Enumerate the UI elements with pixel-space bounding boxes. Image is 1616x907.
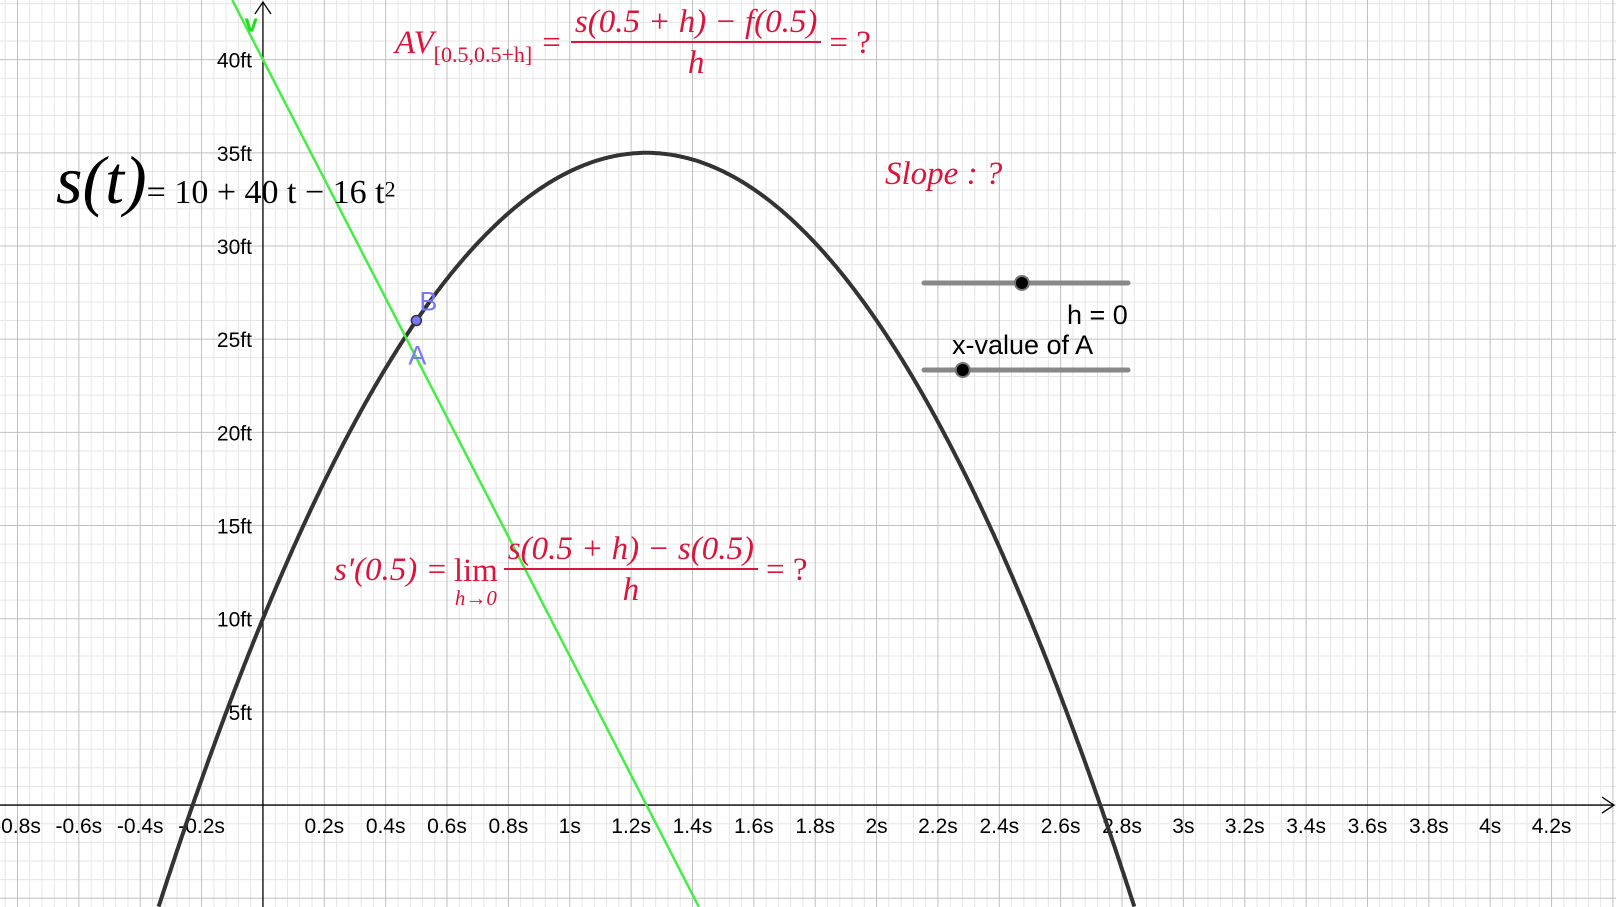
av-numerator: s(0.5 + h) − f(0.5) bbox=[570, 6, 822, 43]
av-equals: = bbox=[542, 24, 561, 61]
x-tick-label: 3.6s bbox=[1348, 815, 1388, 838]
y-tick-label: 25ft bbox=[217, 329, 252, 352]
av-fraction: s(0.5 + h) − f(0.5) h bbox=[570, 6, 822, 81]
x-tick-label: 1s bbox=[559, 815, 581, 838]
y-tick-label: 40ft bbox=[217, 50, 252, 73]
derivative-result: = ? bbox=[766, 551, 808, 588]
limit: lim h→0 bbox=[454, 555, 498, 609]
limit-subscript: h→0 bbox=[454, 586, 497, 610]
x-tick-label: 1.2s bbox=[611, 815, 651, 838]
limit-label: lim bbox=[453, 553, 498, 589]
function-s-curve[interactable] bbox=[156, 150, 1137, 907]
x-tick-label: 0.4s bbox=[366, 815, 406, 838]
x-tick-label: 2s bbox=[865, 815, 887, 838]
slope-text: Slope : ? bbox=[885, 156, 1003, 192]
derivative-numerator: s(0.5 + h) − s(0.5) bbox=[503, 533, 759, 570]
y-tick-label: 15ft bbox=[217, 516, 252, 539]
x-tick-label: 3.4s bbox=[1286, 815, 1326, 838]
av-denominator: h bbox=[687, 45, 705, 81]
function-exponent: 2 bbox=[384, 176, 396, 202]
y-tick-label: 35ft bbox=[217, 143, 252, 166]
average-velocity-formula: AV [0.5,0.5+h] = s(0.5 + h) − f(0.5) h = ? bbox=[395, 6, 871, 80]
x-tick-label: -0.8s bbox=[0, 815, 41, 838]
slider-knob-h[interactable] bbox=[1013, 275, 1030, 291]
derivative-fraction: s(0.5 + h) − s(0.5) h bbox=[503, 533, 759, 608]
av-subscript: [0.5,0.5+h] bbox=[433, 42, 533, 67]
slider-knob-x-value[interactable] bbox=[954, 362, 971, 378]
derivative-lhs: s′(0.5) = bbox=[334, 551, 448, 588]
y-tick-label: 20ft bbox=[217, 422, 252, 445]
x-tick-label: 3s bbox=[1172, 815, 1194, 838]
point-a-label: A bbox=[408, 341, 426, 371]
x-tick-label: 4.2s bbox=[1532, 815, 1572, 838]
line-v-label: v bbox=[245, 11, 259, 38]
sliders[interactable] bbox=[921, 275, 1131, 378]
x-tick-label: 0.2s bbox=[304, 815, 344, 838]
slider-h-label: h = 0 bbox=[1067, 300, 1128, 330]
y-tick-label: 30ft bbox=[217, 236, 252, 259]
x-tick-label: 2.6s bbox=[1041, 815, 1081, 838]
x-tick-label: 4s bbox=[1479, 815, 1501, 838]
function-definition: s(t)= 10 + 40 t − 16 t2 bbox=[56, 146, 396, 214]
x-tick-label: 2.2s bbox=[918, 815, 958, 838]
x-tick-label: 2.8s bbox=[1102, 815, 1142, 838]
derivative-denominator: h bbox=[622, 572, 640, 608]
x-tick-label: 3.8s bbox=[1409, 815, 1449, 838]
x-axis-arrow-icon bbox=[1601, 796, 1616, 814]
function-lhs: s(t) bbox=[56, 142, 147, 218]
x-tick-label: -0.4s bbox=[117, 815, 164, 838]
derivative-formula: s′(0.5) = lim h→0 s(0.5 + h) − s(0.5) h = … bbox=[334, 533, 808, 609]
line-v[interactable] bbox=[231, 0, 701, 907]
x-tick-label: -0.6s bbox=[56, 815, 103, 838]
x-tick-label: -0.2s bbox=[178, 815, 225, 838]
function-rhs: = 10 + 40 t − 16 t bbox=[146, 174, 385, 211]
y-tick-label: 5ft bbox=[229, 702, 253, 725]
slider-x-value-label: x-value of A bbox=[952, 330, 1094, 360]
x-tick-label: 1.8s bbox=[795, 815, 835, 838]
point-b-label: B bbox=[419, 287, 437, 317]
x-tick-label: 2.4s bbox=[979, 815, 1019, 838]
av-name: AV bbox=[395, 24, 434, 61]
point-b[interactable] bbox=[410, 314, 423, 327]
y-tick-label: 10ft bbox=[217, 609, 252, 632]
y-axis-arrow-icon bbox=[254, 0, 272, 15]
x-tick-label: 1.6s bbox=[734, 815, 774, 838]
av-result: = ? bbox=[829, 24, 871, 61]
x-tick-label: 3.2s bbox=[1225, 815, 1265, 838]
x-tick-label: 1.4s bbox=[673, 815, 713, 838]
tick-labels: -0.8s -0.6s -0.4s -0.2s 0.2s 0.4s 0.6s 0.8s 1s 1.… bbox=[0, 50, 1571, 838]
x-tick-label: 0.8s bbox=[489, 815, 529, 838]
x-tick-label: 0.6s bbox=[427, 815, 467, 838]
